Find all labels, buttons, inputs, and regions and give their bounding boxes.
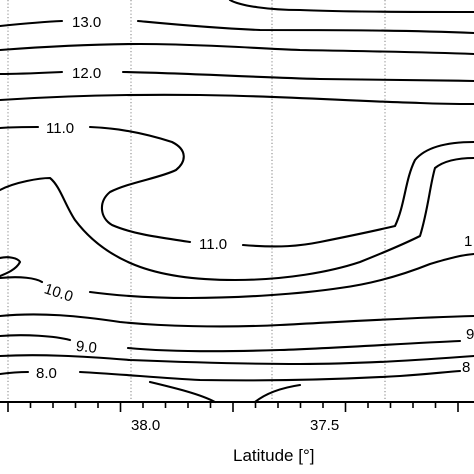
contour-line-12 xyxy=(0,70,474,83)
contour-line-13 xyxy=(0,19,474,35)
contour-line-11-5 xyxy=(0,93,474,106)
contour-line-bottom-a xyxy=(148,380,217,404)
contour-line-8 xyxy=(0,369,462,382)
contour-label: 9.0 xyxy=(75,338,98,357)
contour-line-9 xyxy=(0,334,462,353)
contour-label: 8 xyxy=(462,359,470,376)
vertical-guides xyxy=(7,0,386,402)
contour-line-10 xyxy=(0,252,474,300)
contour-line-11-outer xyxy=(0,156,474,282)
contour-label: 12.0 xyxy=(72,65,101,82)
x-tick-label: 38.0 xyxy=(131,417,160,434)
contour-label: 13.0 xyxy=(72,14,101,31)
x-tick-label: 37.5 xyxy=(310,417,339,434)
contour-label: 8.0 xyxy=(36,365,57,382)
x-axis-title: Latitude [°] xyxy=(233,446,314,465)
contour-line-10-5 xyxy=(0,256,22,278)
x-axis-ticks xyxy=(7,402,459,412)
contour-lines xyxy=(0,0,474,404)
contour-label: 9 xyxy=(466,326,474,343)
contour-line-8-5 xyxy=(0,354,474,366)
contour-line-bottom-b xyxy=(253,383,302,404)
contour-line-12-5 xyxy=(0,42,474,56)
contour-line-11-left xyxy=(0,125,474,248)
contour-line-top xyxy=(228,0,474,14)
contour-label: 1 xyxy=(464,233,472,250)
contour-line-9-5 xyxy=(0,313,474,328)
contour-label: 11.0 xyxy=(199,236,227,253)
contour-label: 11.0 xyxy=(46,120,74,137)
contour-labels: 13.0 12.0 11.0 11.0 10.0 9.0 8.0 1 9 8 xyxy=(36,14,474,382)
contour-label: 10.0 xyxy=(42,280,75,305)
